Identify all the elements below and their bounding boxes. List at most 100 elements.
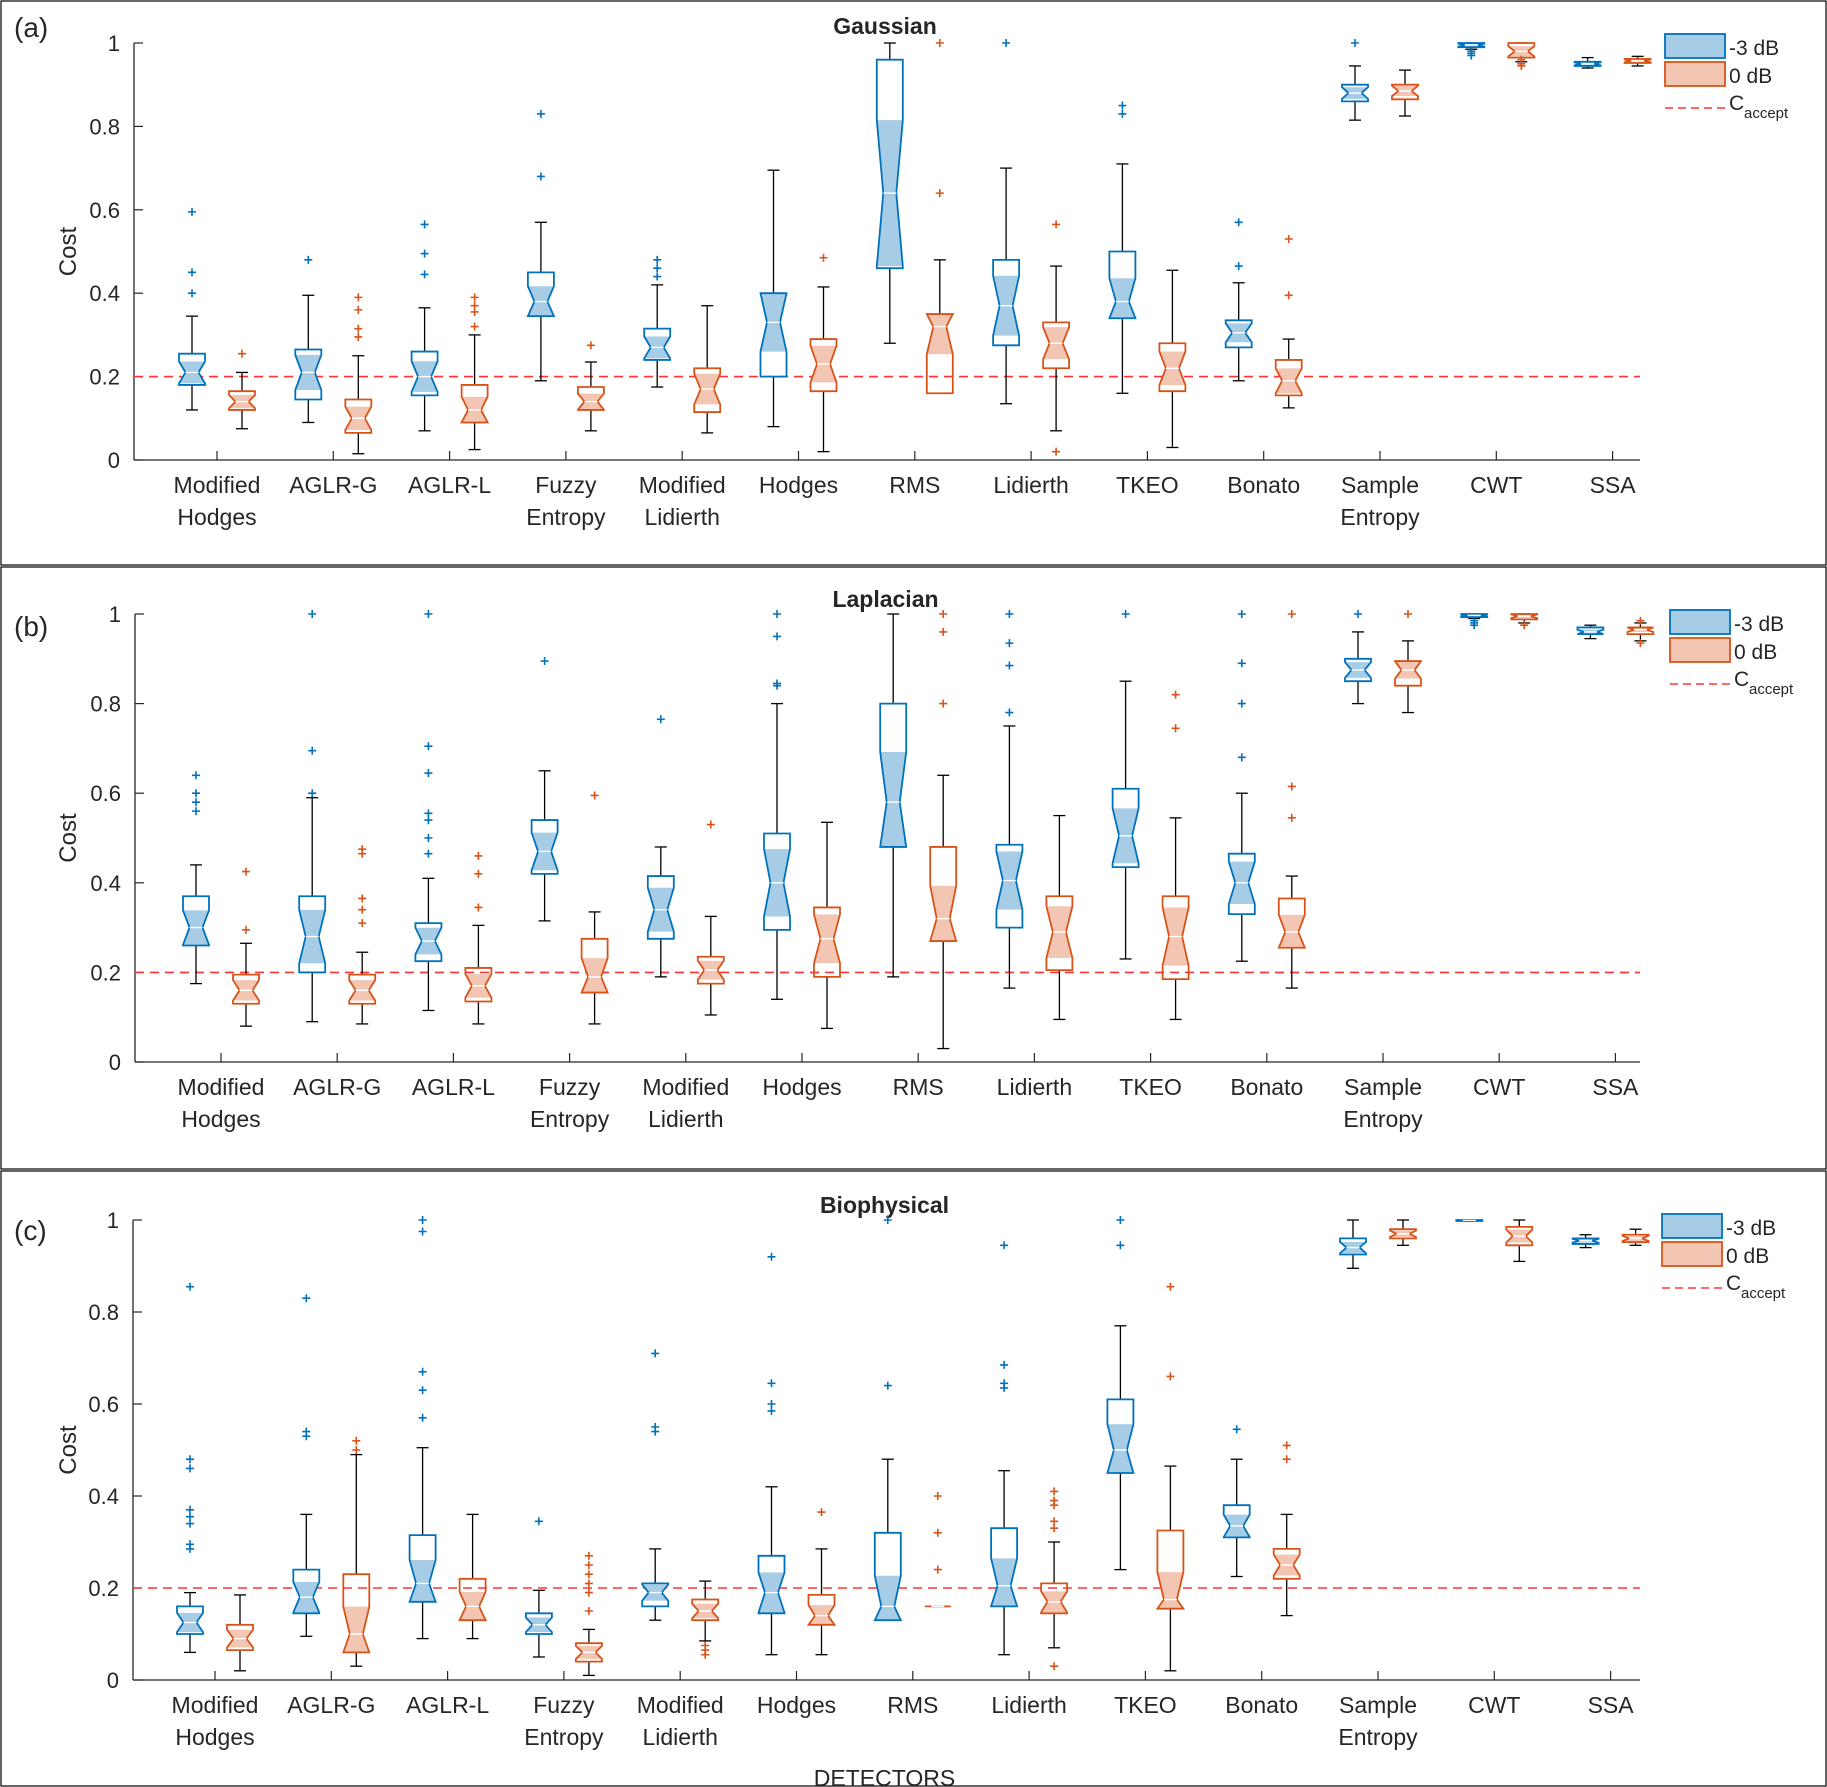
outlier-marker [186,1464,194,1473]
y-tick-label: 0 [107,1668,119,1693]
outlier-marker [418,1216,427,1224]
y-tick-label: 0.2 [89,365,120,390]
outlier-marker [883,1216,892,1224]
box-outline [1111,787,1140,869]
chart-svg: (a) Gaussian Cost 0 0.2 0.4 0.6 0.8 1 Modified Hod… [0,0,1827,566]
outlier-marker [186,1455,194,1464]
box [924,1492,951,1608]
outlier-marker [1005,661,1014,670]
box [1394,610,1422,714]
panel-laplacian: (b) Laplacian Cost 0 0.2 0.4 0.6 0.8 1 Modified Ho… [0,566,1827,1170]
outlier-marker [1234,218,1243,227]
y-tick-label: 0.8 [89,114,120,139]
outlier-marker [418,1227,427,1236]
outlier-marker [933,1528,942,1537]
outlier-marker [1517,55,1526,64]
box [1626,616,1655,648]
box [1460,613,1489,630]
box-outline [1623,57,1652,64]
box-outline [696,955,725,985]
outlier-marker [424,769,433,778]
outlier-marker [651,1423,660,1431]
box-outline [806,1594,837,1626]
x-tick-label: Fuzzy [533,1692,595,1718]
x-tick-label: Modified [637,1692,724,1718]
box-outline [646,875,675,940]
outlier-marker [470,301,479,310]
box [460,293,490,451]
box-outline [1227,852,1256,916]
x-tick-label: Hodges [757,1692,836,1718]
y-tick-label: 0.2 [88,1576,119,1601]
box [1108,101,1137,394]
x-tick-label: Lidierth [648,1106,723,1132]
outlier-marker [706,820,715,829]
box-outline [1626,626,1655,636]
chart-title: Biophysical [820,1192,949,1218]
outlier-marker [1287,813,1296,822]
box-outline [1274,359,1303,397]
x-tick-label: CWT [1470,472,1522,498]
legend: -3 dB 0 dB C accept [1661,1213,1786,1302]
y-tick-label: 0.6 [88,1392,119,1417]
box [575,1551,603,1677]
box [992,39,1020,405]
box-outline [1045,895,1074,972]
box-outline [995,843,1024,929]
legend-label-minus3db: -3 dB [1726,1217,1776,1240]
box [995,610,1024,989]
outlier-marker [1116,1216,1125,1224]
outlier-marker [584,1551,593,1560]
box [530,657,559,922]
box-outline [1106,1398,1135,1474]
box [989,1241,1019,1656]
outlier-marker [424,742,433,751]
outlier-marker [186,1505,194,1514]
outlier-marker [1470,616,1479,625]
box [1045,814,1074,1021]
outlier-marker [192,771,200,780]
x-tick-label: Entropy [530,1106,610,1132]
legend-label-0db: 0 dB [1734,641,1777,664]
box-outline [342,1573,371,1654]
legend-label-caccept: C [1734,668,1749,691]
x-tick-label: Sample [1344,1074,1422,1100]
x-tick-label: Lidierth [997,1074,1072,1100]
box [1457,42,1486,60]
y-tick-label: 0.2 [90,960,121,985]
box [696,820,725,1016]
outlier-marker [474,903,483,912]
y-tick-label: 0.4 [88,1484,119,1509]
x-tick-label: SSA [1588,1692,1635,1718]
x-tick-label: AGLR-G [293,1074,381,1100]
outlier-marker [1166,1282,1175,1291]
box [873,1216,903,1622]
outlier-marker [354,332,363,341]
outlier-marker [1234,262,1243,271]
notch-fill [581,958,608,993]
outlier-marker [420,270,429,279]
x-tick-label: AGLR-L [408,472,491,498]
outlier-marker [242,867,250,876]
box [414,610,443,1012]
outlier-marker [656,715,665,724]
outlier-marker [536,172,545,181]
notch-fill [880,751,907,847]
x-axis-label: DETECTORS [814,1765,955,1787]
box [410,220,439,432]
x-tick-label: TKEO [1116,472,1179,498]
box-outline [691,1598,720,1622]
panel-gaussian: (a) Gaussian Cost 0 0.2 0.4 0.6 0.8 1 Modified Hod… [0,0,1827,566]
box-outline [414,922,443,963]
panel-border [0,0,1827,566]
box-outline [1391,83,1419,101]
outlier-marker [418,1386,427,1395]
box [1339,1219,1367,1269]
y-tick-label: 1 [107,1208,119,1233]
box [1224,218,1253,382]
y-tick-label: 0.8 [90,692,121,717]
box [1505,1219,1534,1263]
legend-swatch-minus3db [1669,609,1731,635]
outlier-marker [424,816,433,825]
outlier-marker [1000,1379,1009,1388]
